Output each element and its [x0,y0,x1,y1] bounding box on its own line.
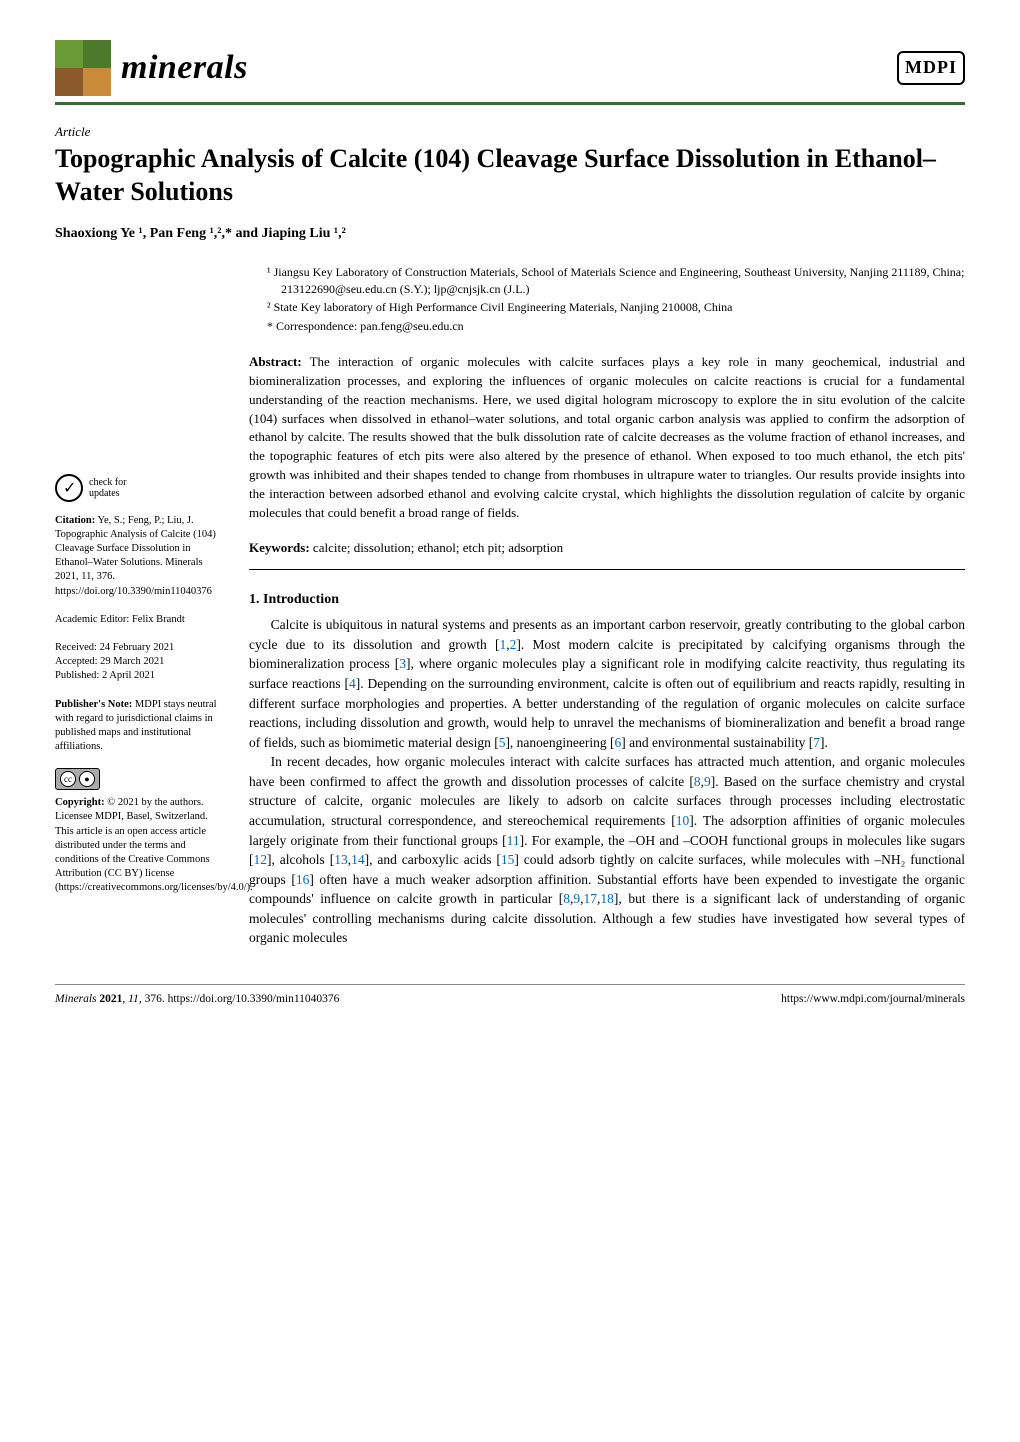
ref-link[interactable]: 15 [501,852,515,867]
abstract-text: The interaction of organic molecules wit… [249,354,965,520]
ref-link[interactable]: 11 [507,833,520,848]
journal-logo: minerals [55,40,248,96]
ref-link[interactable]: 14 [351,852,365,867]
citation-block: Citation: Ye, S.; Feng, P.; Liu, J. Topo… [55,514,227,599]
copyright-label: Copyright: [55,797,105,808]
footer: Minerals 2021, 11, 376. https://doi.org/… [55,984,965,1007]
citation-label: Citation: [55,515,95,526]
ref-link[interactable]: 7 [813,735,820,750]
check-updates-text: check for updates [89,477,126,499]
published-date: Published: 2 April 2021 [55,669,227,683]
copyright-text: © 2021 by the authors. Licensee MDPI, Ba… [55,797,253,893]
ref-link[interactable]: 17 [584,891,598,906]
ref-link[interactable]: 12 [254,852,268,867]
article-title: Topographic Analysis of Calcite (104) Cl… [55,143,965,208]
ref-link[interactable]: 8 [694,774,701,789]
publisher-note-label: Publisher's Note: [55,699,132,710]
article-type: Article [55,123,965,141]
received-date: Received: 24 February 2021 [55,641,227,655]
abstract: Abstract: The interaction of organic mol… [249,353,965,523]
check-updates-badge[interactable]: check for updates [55,474,227,502]
journal-name: minerals [121,44,248,92]
keywords-label: Keywords: [249,540,310,555]
section-heading: 1. Introduction [249,590,965,610]
affiliation-2: ² State Key laboratory of High Performan… [267,299,965,316]
correspondence: * Correspondence: pan.feng@seu.edu.cn [267,318,965,335]
dates-block: Received: 24 February 2021 Accepted: 29 … [55,641,227,684]
ref-link[interactable]: 4 [349,676,356,691]
publisher-logo: MDPI [897,51,965,84]
ref-link[interactable]: 18 [600,891,614,906]
keywords-text: calcite; dissolution; ethanol; etch pit;… [310,540,563,555]
header-rule [55,102,965,105]
footer-left: Minerals 2021, 11, 376. https://doi.org/… [55,991,339,1007]
sidebar: check for updates Citation: Ye, S.; Feng… [55,264,227,948]
publisher-note-block: Publisher's Note: MDPI stays neutral wit… [55,698,227,755]
editor-block: Academic Editor: Felix Brandt [55,613,227,627]
footer-right[interactable]: https://www.mdpi.com/journal/minerals [781,991,965,1007]
ref-link[interactable]: 10 [676,813,690,828]
header: minerals MDPI [55,40,965,96]
abstract-label: Abstract: [249,354,302,369]
license-block: cc ● Copyright: © 2021 by the authors. L… [55,768,227,895]
cc-icon: cc [60,771,76,787]
journal-logo-icon [55,40,111,96]
cc-by-icon: cc ● [55,768,100,790]
ref-link[interactable]: 9 [704,774,711,789]
authors: Shaoxiong Ye ¹, Pan Feng ¹,²,* and Jiapi… [55,224,965,244]
affiliations: ¹ Jiangsu Key Laboratory of Construction… [249,264,965,335]
ref-link[interactable]: 13 [334,852,348,867]
ref-link[interactable]: 16 [296,872,310,887]
section-rule [249,569,965,570]
by-icon: ● [79,771,95,787]
accepted-date: Accepted: 29 March 2021 [55,655,227,669]
body-paragraph-2: In recent decades, how organic molecules… [249,752,965,948]
main-content: ¹ Jiangsu Key Laboratory of Construction… [249,264,965,948]
keywords: Keywords: calcite; dissolution; ethanol;… [249,539,965,557]
citation-text: Ye, S.; Feng, P.; Liu, J. Topographic An… [55,515,216,597]
check-updates-icon [55,474,83,502]
body-paragraph-1: Calcite is ubiquitous in natural systems… [249,615,965,752]
affiliation-1: ¹ Jiangsu Key Laboratory of Construction… [267,264,965,298]
